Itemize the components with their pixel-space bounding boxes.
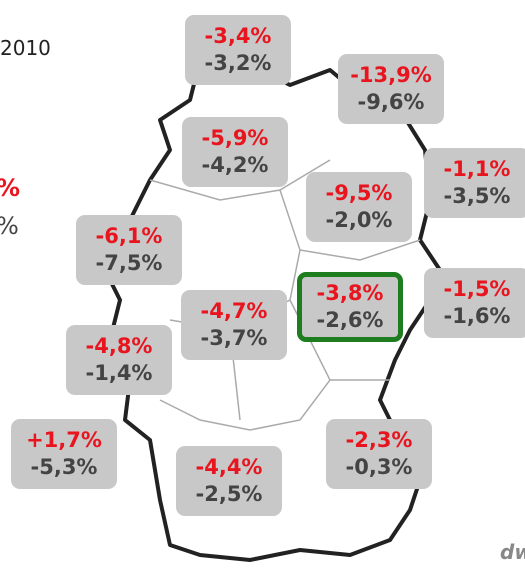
secondary-value: -2,6% — [316, 308, 384, 332]
region-label: -1,5% -1,6% — [424, 268, 525, 338]
legend-year: 2010 — [0, 36, 51, 60]
region-label: -4,7% -3,7% — [181, 290, 287, 360]
region-label: -3,4% -3,2% — [185, 15, 291, 85]
secondary-value: -2,5% — [195, 482, 263, 506]
primary-value: -1,1% — [443, 157, 511, 181]
region-label: -6,1% -7,5% — [76, 215, 182, 285]
primary-value: -9,5% — [325, 181, 393, 205]
primary-value: -4,7% — [200, 299, 268, 323]
secondary-value: -7,5% — [95, 251, 163, 275]
secondary-value: -2,0% — [325, 208, 393, 232]
primary-value: +1,7% — [26, 428, 102, 452]
secondary-value: -4,2% — [201, 153, 269, 177]
region-label: -1,1% -3,5% — [424, 148, 525, 218]
region-label: -4,4% -2,5% — [176, 446, 282, 516]
primary-value: -3,8% — [316, 281, 384, 305]
secondary-value: -1,4% — [85, 361, 153, 385]
primary-value: -1,5% — [443, 277, 511, 301]
secondary-value: -9,6% — [357, 90, 425, 114]
secondary-value: -5,3% — [30, 455, 98, 479]
primary-value: -5,9% — [201, 126, 269, 150]
secondary-value: -3,5% — [443, 184, 511, 208]
region-label: +1,7% -5,3% — [11, 419, 117, 489]
region-label: -4,8% -1,4% — [66, 325, 172, 395]
region-label: -5,9% -4,2% — [182, 117, 288, 187]
primary-value: -13,9% — [350, 63, 432, 87]
secondary-value: -1,6% — [443, 304, 511, 328]
primary-value: -6,1% — [95, 224, 163, 248]
secondary-value: -0,3% — [345, 455, 413, 479]
region-label: -13,9% -9,6% — [338, 54, 444, 124]
primary-value: -3,4% — [204, 24, 272, 48]
state-borders — [149, 159, 421, 431]
region-label: -9,5% -2,0% — [306, 172, 412, 242]
legend-secondary: % — [0, 212, 19, 240]
primary-value: -4,8% — [85, 334, 153, 358]
primary-value: -2,3% — [345, 428, 413, 452]
legend-primary: % — [0, 174, 20, 202]
region-label: -2,3% -0,3% — [326, 419, 432, 489]
secondary-value: -3,7% — [200, 326, 268, 350]
primary-value: -4,4% — [195, 455, 263, 479]
secondary-value: -3,2% — [204, 51, 272, 75]
region-label: -3,8% -2,6% — [297, 272, 403, 342]
logo: dw — [500, 540, 525, 564]
